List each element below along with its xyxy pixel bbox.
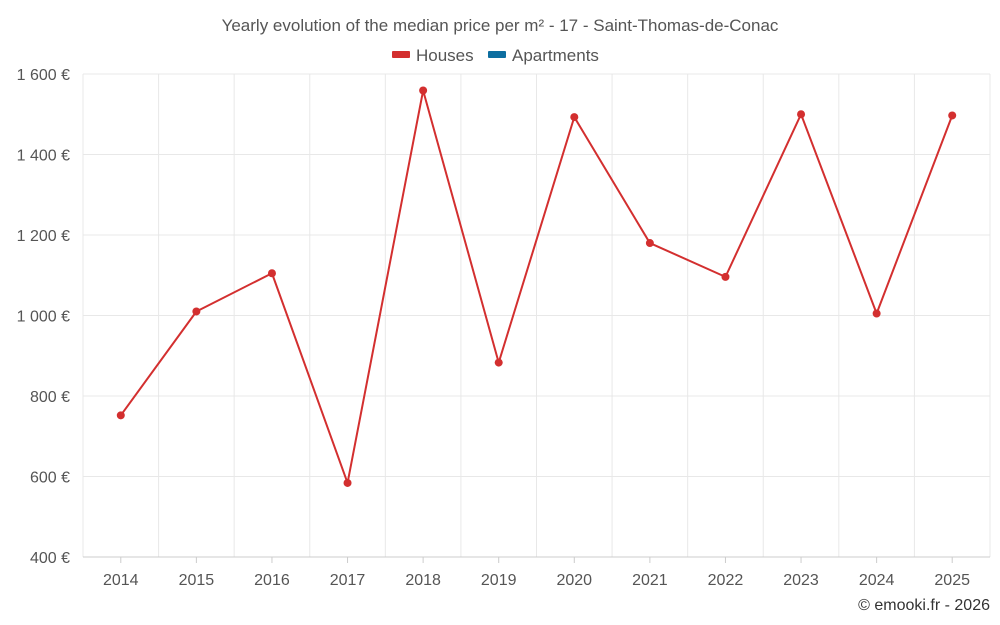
legend-swatch-apartments: [488, 51, 506, 58]
y-axis: 400 € 600 € 800 € 1 000 € 1 200 € 1 400 € 1 60…: [17, 67, 70, 567]
chart-title: Yearly evolution of the median price per…: [222, 16, 779, 35]
x-tick-label: 2014: [103, 572, 139, 589]
data-point-houses[interactable]: [267, 269, 276, 278]
x-tick-label: 2024: [859, 572, 895, 589]
y-tick-label: 600 €: [30, 470, 70, 487]
legend: Houses Apartments: [392, 46, 599, 65]
legend-label-apartments: Apartments: [512, 46, 599, 65]
x-tick-label: 2020: [556, 572, 592, 589]
x-axis: 2014 2015 2016 2017 2018 2019 2020 2021 2022 2023…: [83, 556, 990, 589]
credit-text: © emooki.fr - 2026: [858, 597, 990, 614]
legend-label-houses: Houses: [416, 46, 474, 65]
x-tick-label: 2023: [783, 572, 819, 589]
y-tick-label: 1 600 €: [17, 67, 70, 84]
data-point-houses[interactable]: [797, 110, 806, 119]
y-tick-label: 1 000 €: [17, 309, 70, 326]
series-line-houses: [119, 89, 954, 484]
x-tick-label: 2016: [254, 572, 290, 589]
x-tick-label: 2019: [481, 572, 517, 589]
data-point-houses[interactable]: [948, 111, 957, 120]
x-tick-label: 2021: [632, 572, 668, 589]
x-tick-label: 2015: [179, 572, 215, 589]
data-point-houses[interactable]: [721, 272, 730, 281]
data-point-houses[interactable]: [645, 239, 654, 248]
data-point-houses[interactable]: [116, 411, 125, 420]
legend-swatch-houses: [392, 51, 410, 58]
y-tick-label: 1 200 €: [17, 228, 70, 245]
grid: [82, 73, 991, 558]
data-point-houses[interactable]: [419, 86, 428, 95]
x-tick-label: 2017: [330, 572, 366, 589]
plot-area: [116, 86, 957, 487]
y-tick-label: 400 €: [30, 550, 70, 567]
y-tick-label: 1 400 €: [17, 148, 70, 165]
data-point-houses[interactable]: [872, 309, 881, 318]
data-point-houses[interactable]: [494, 358, 503, 367]
legend-item-houses[interactable]: Houses: [392, 46, 474, 65]
x-tick-label: 2025: [934, 572, 970, 589]
legend-item-apartments[interactable]: Apartments: [488, 46, 599, 65]
y-tick-label: 800 €: [30, 389, 70, 406]
x-tick-label: 2018: [405, 572, 441, 589]
data-point-houses[interactable]: [192, 307, 201, 316]
data-point-houses[interactable]: [570, 113, 579, 122]
data-point-houses[interactable]: [343, 478, 352, 487]
x-tick-label: 2022: [708, 572, 744, 589]
